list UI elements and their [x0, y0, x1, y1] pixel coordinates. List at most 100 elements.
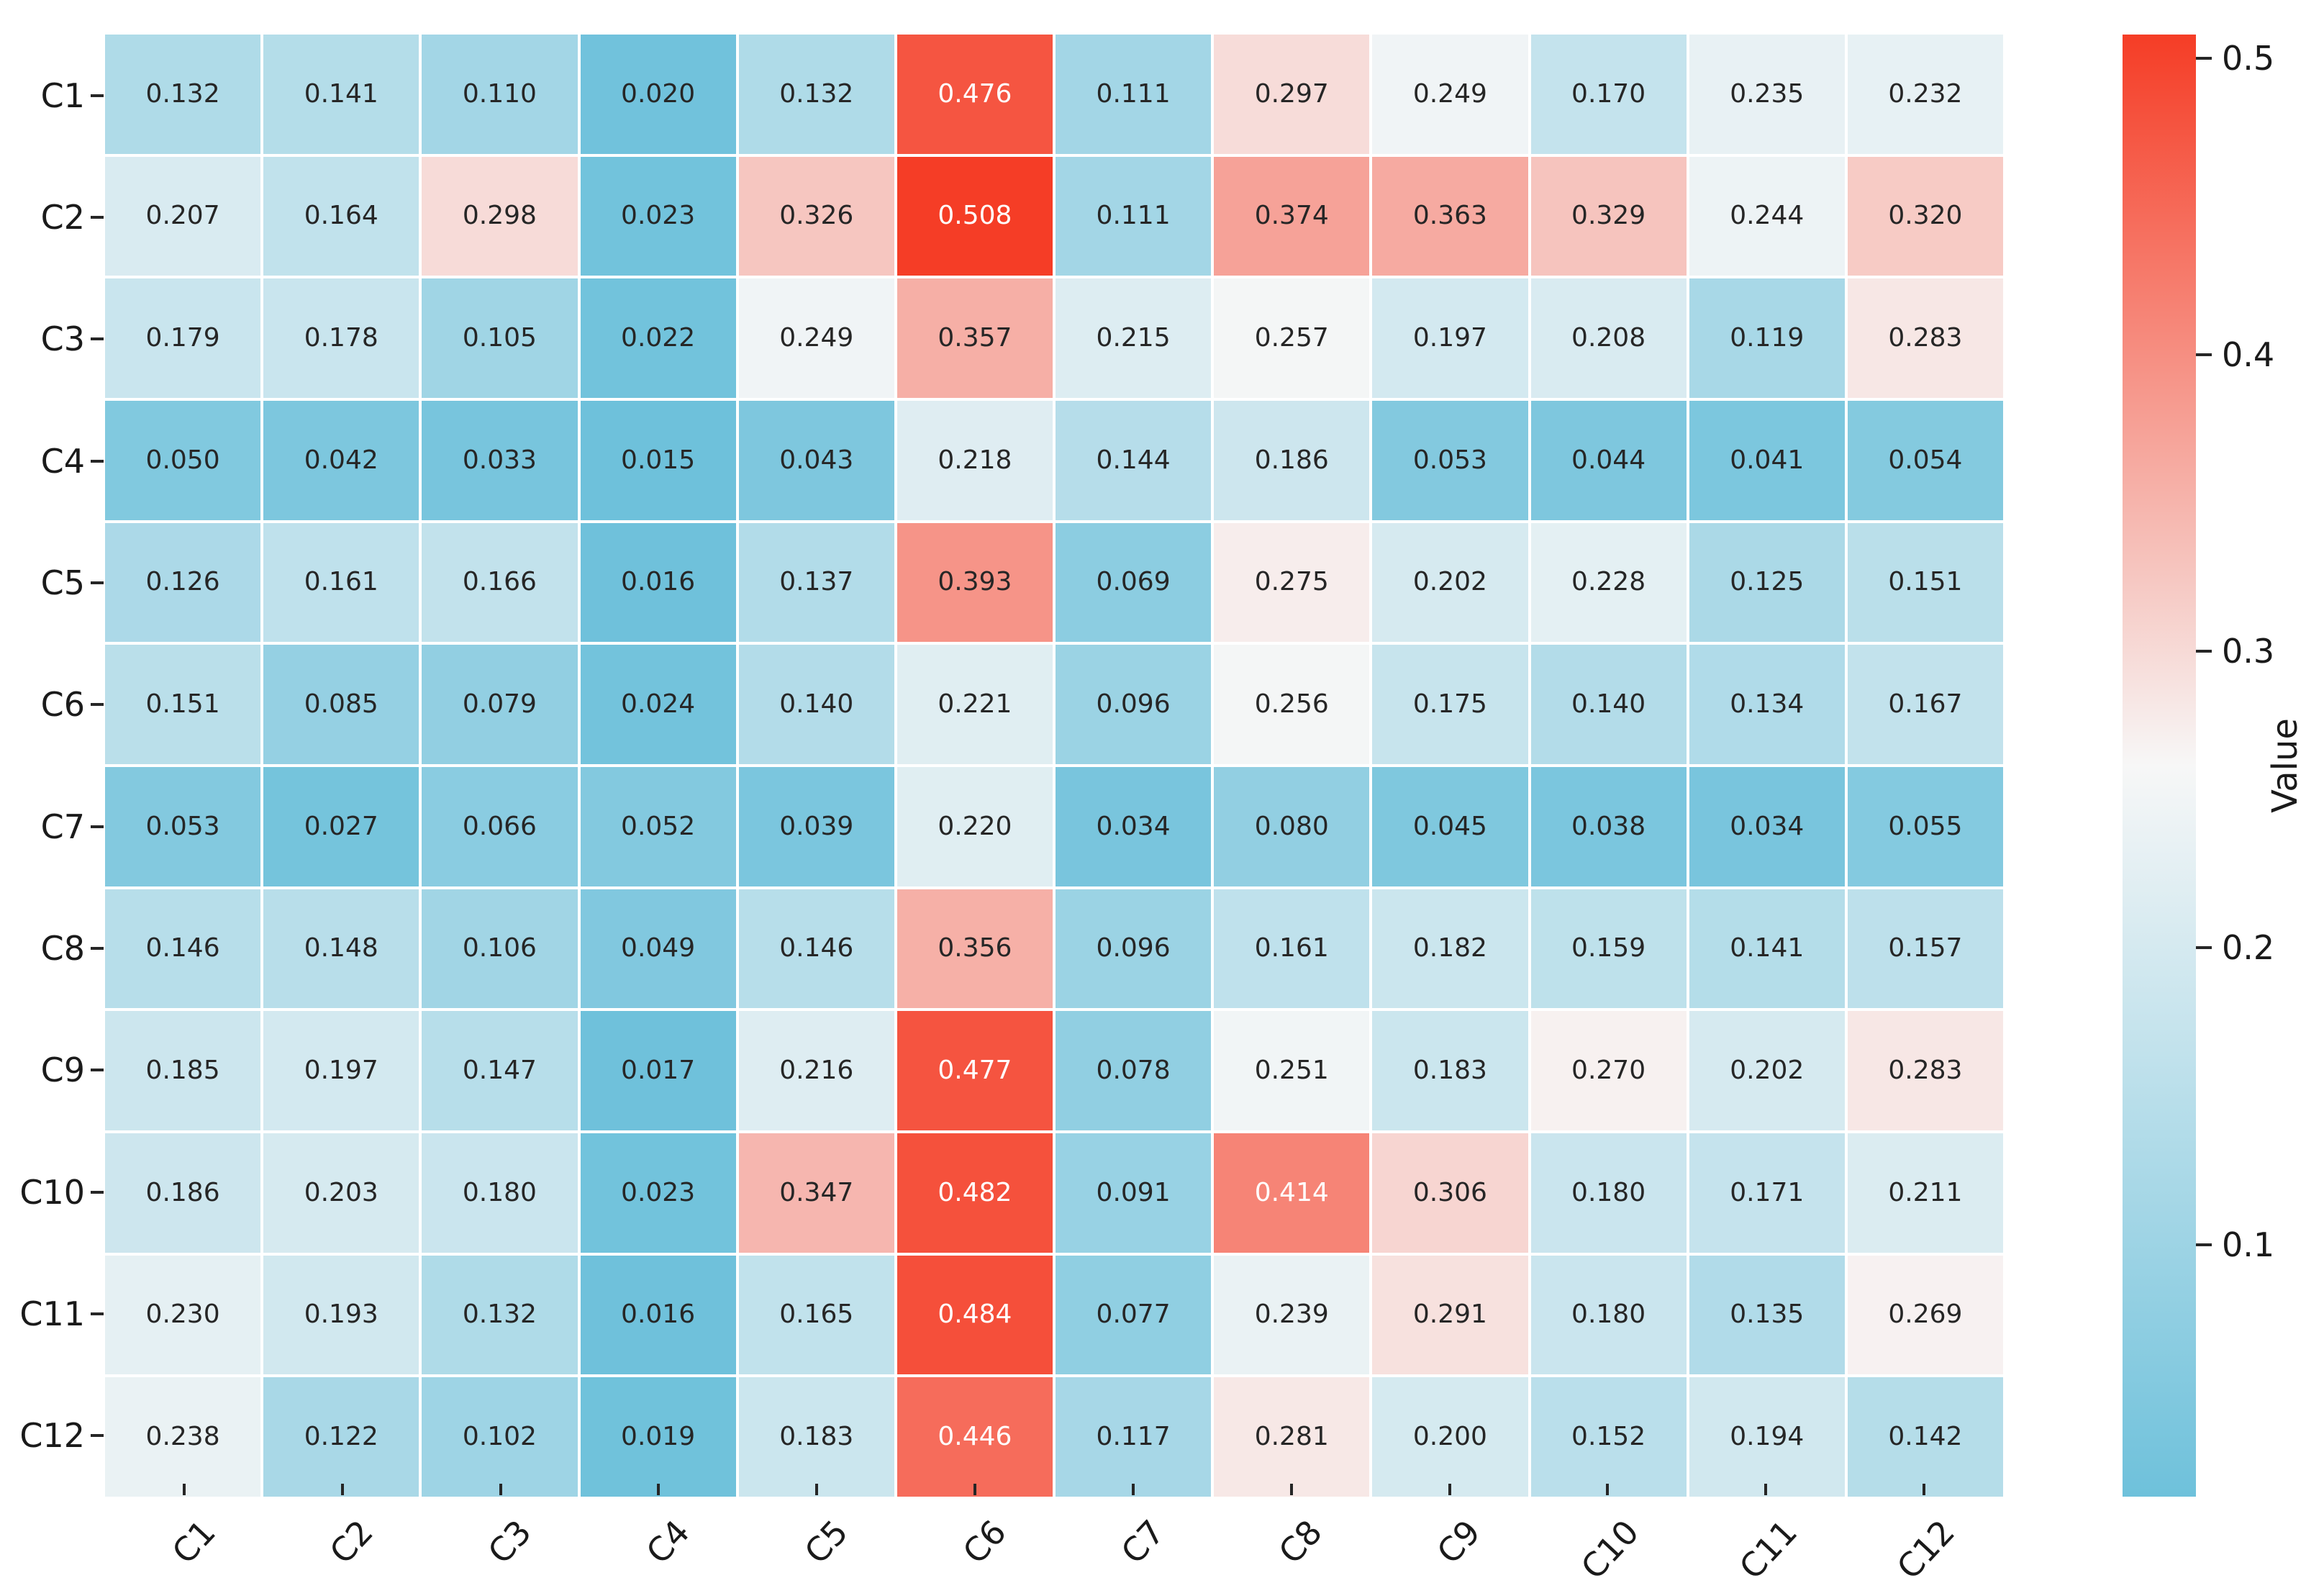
heatmap-cell: 0.215 — [1056, 278, 1212, 398]
cell-value: 0.096 — [1096, 689, 1171, 720]
heatmap-cell: 0.218 — [897, 401, 1053, 520]
colorbar-tick-mark — [2196, 56, 2212, 60]
heatmap-cell: 0.119 — [1689, 278, 1845, 398]
heatmap-cell: 0.357 — [897, 278, 1053, 398]
heatmap-cell: 0.175 — [1372, 645, 1528, 764]
cell-value: 0.186 — [1254, 445, 1329, 475]
x-tick-mark — [1289, 1484, 1293, 1495]
cell-value: 0.165 — [779, 1299, 854, 1330]
cell-value: 0.215 — [1096, 323, 1171, 353]
x-tick-label: C1 — [164, 1512, 223, 1571]
cell-value: 0.203 — [304, 1177, 378, 1207]
cell-value: 0.091 — [1096, 1177, 1171, 1207]
colorbar-tick-label: 0.1 — [2222, 1225, 2275, 1264]
heatmap-cell: 0.414 — [1214, 1133, 1370, 1253]
heatmap-cell: 0.147 — [422, 1011, 578, 1130]
cell-value: 0.446 — [938, 1422, 1012, 1452]
x-tick-mark — [1764, 1484, 1768, 1495]
x-tick-mark — [499, 1484, 502, 1495]
cell-value: 0.077 — [1096, 1299, 1171, 1330]
heatmap-cell: 0.027 — [263, 767, 419, 886]
heatmap-cell: 0.202 — [1372, 522, 1528, 643]
x-tick-label: C12 — [1889, 1512, 1963, 1583]
heatmap-cell: 0.132 — [105, 35, 261, 154]
cell-value: 0.146 — [145, 933, 220, 963]
cell-value: 0.202 — [1730, 1056, 1805, 1086]
cell-value: 0.197 — [304, 1056, 378, 1086]
colorbar-tick-mark — [2196, 650, 2212, 653]
x-tick-label: C8 — [1271, 1512, 1330, 1571]
heatmap-cell: 0.326 — [738, 156, 894, 276]
cell-value: 0.078 — [1096, 1056, 1171, 1086]
cell-value: 0.043 — [779, 445, 854, 475]
heatmap-grid: 0.132 0.141 0.110 0.020 0.132 0.476 0.111 0.297… — [105, 35, 2003, 1497]
cell-value: 0.055 — [1888, 811, 1963, 841]
heatmap-cell: 0.039 — [738, 767, 894, 886]
cell-value: 0.171 — [1730, 1177, 1805, 1207]
heatmap-cell: 0.019 — [580, 1377, 736, 1497]
heatmap-cell: 0.052 — [580, 767, 736, 886]
y-tick-mark — [91, 94, 104, 97]
cell-value: 0.283 — [1888, 1056, 1963, 1086]
cell-value: 0.137 — [779, 567, 854, 597]
cell-value: 0.117 — [1096, 1422, 1171, 1452]
heatmap-cell: 0.186 — [1214, 401, 1370, 520]
cell-value: 0.119 — [1730, 323, 1805, 353]
heatmap-cell: 0.306 — [1372, 1133, 1528, 1253]
x-tick-label: C11 — [1731, 1512, 1805, 1583]
cell-value: 0.022 — [621, 323, 696, 353]
colorbar — [2123, 35, 2196, 1497]
cell-value: 0.050 — [145, 445, 220, 475]
heatmap-cell: 0.251 — [1214, 1011, 1370, 1130]
cell-value: 0.024 — [621, 689, 696, 720]
x-tick-mark — [340, 1484, 344, 1495]
colorbar-tick-label: 0.2 — [2222, 928, 2275, 968]
cell-value: 0.110 — [462, 78, 537, 109]
cell-value: 0.017 — [621, 1056, 696, 1086]
heatmap-cell: 0.165 — [738, 1255, 894, 1375]
heatmap-cell: 0.180 — [1530, 1133, 1687, 1253]
heatmap-cell: 0.137 — [738, 522, 894, 643]
cell-value: 0.054 — [1888, 445, 1963, 475]
cell-value: 0.251 — [1254, 1056, 1329, 1086]
cell-value: 0.023 — [621, 201, 696, 231]
cell-value: 0.202 — [1412, 567, 1487, 597]
heatmap-cell: 0.054 — [1847, 401, 2003, 520]
heatmap-cell: 0.122 — [263, 1377, 419, 1497]
y-tick-mark — [91, 1434, 104, 1438]
cell-value: 0.111 — [1096, 201, 1171, 231]
cell-value: 0.238 — [145, 1422, 220, 1452]
heatmap-cell: 0.208 — [1530, 278, 1687, 398]
cell-value: 0.178 — [304, 323, 378, 353]
heatmap-cell: 0.179 — [105, 278, 261, 398]
heatmap-cell: 0.220 — [897, 767, 1053, 886]
cell-value: 0.298 — [462, 201, 537, 231]
heatmap-cell: 0.183 — [1372, 1011, 1528, 1130]
heatmap-cell: 0.356 — [897, 889, 1053, 1009]
heatmap-cell: 0.148 — [263, 889, 419, 1009]
cell-value: 0.357 — [938, 323, 1012, 353]
cell-value: 0.148 — [304, 933, 378, 963]
heatmap-cell: 0.221 — [897, 645, 1053, 764]
cell-value: 0.023 — [621, 1177, 696, 1207]
cell-value: 0.200 — [1412, 1422, 1487, 1452]
cell-value: 0.132 — [145, 78, 220, 109]
cell-value: 0.320 — [1888, 201, 1963, 231]
heatmap-cell: 0.164 — [263, 156, 419, 276]
cell-value: 0.066 — [462, 811, 537, 841]
y-tick-label: C3 — [40, 319, 85, 359]
cell-value: 0.207 — [145, 201, 220, 231]
cell-value: 0.034 — [1096, 811, 1171, 841]
cell-value: 0.085 — [304, 689, 378, 720]
heatmap-cell: 0.077 — [1056, 1255, 1212, 1375]
x-tick-label: C9 — [1429, 1512, 1489, 1571]
heatmap-cell: 0.044 — [1530, 401, 1687, 520]
x-tick-label: C10 — [1573, 1512, 1646, 1583]
cell-value: 0.235 — [1730, 78, 1805, 109]
cell-value: 0.122 — [304, 1422, 378, 1452]
cell-value: 0.164 — [304, 201, 378, 231]
heatmap-cell: 0.320 — [1847, 156, 2003, 276]
heatmap-cell: 0.146 — [738, 889, 894, 1009]
cell-value: 0.041 — [1730, 445, 1805, 475]
